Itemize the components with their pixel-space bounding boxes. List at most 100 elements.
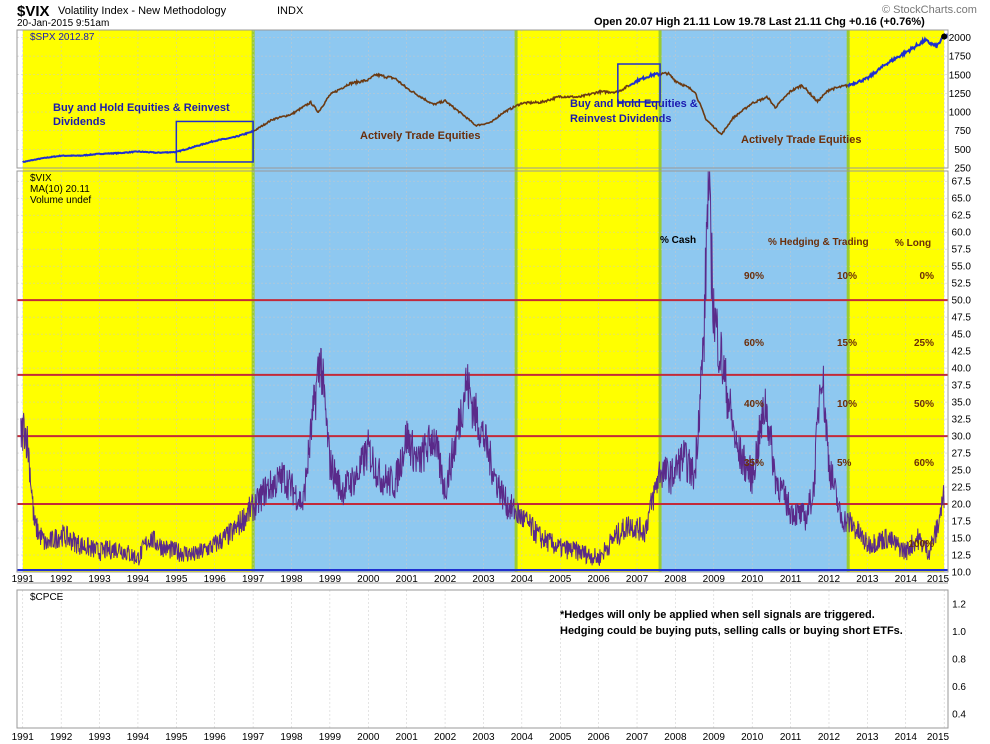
vix-x-tick-label: 2001	[396, 574, 419, 585]
cpce-x-tick-label: 1998	[280, 732, 303, 743]
vix-y-tick-label: 30.0	[952, 432, 972, 443]
alloc-long-value: 60%	[914, 458, 934, 469]
vix-y-tick-label: 35.0	[952, 398, 972, 409]
vix-y-tick-label: 15.0	[952, 534, 972, 545]
alloc-cash-value: 35%	[744, 458, 764, 469]
price-y-tick-label: 250	[954, 164, 971, 175]
vix-y-tick-label: 65.0	[952, 194, 972, 205]
vix-x-tick-label: 2002	[434, 574, 457, 585]
vix-x-tick-label: 1998	[280, 574, 303, 585]
spx-line-segment-4	[659, 71, 849, 136]
regime-label-4: Actively Trade Equities	[741, 134, 861, 146]
regime-label-3a: Buy and Hold Equities &	[570, 98, 698, 110]
cpce-x-tick-label: 2002	[434, 732, 457, 743]
cpce-y-tick-label: 0.4	[952, 710, 966, 721]
price-y-tick-label: 1250	[949, 89, 972, 100]
vix-x-tick-label: 2011	[780, 574, 802, 585]
vix-x-tick-label: 2007	[626, 574, 649, 585]
vix-x-tick-label: 1993	[88, 574, 111, 585]
vix-y-tick-label: 60.0	[952, 228, 972, 239]
annotations: Buy and Hold Equities & Reinvest Dividend…	[53, 98, 934, 637]
chart-datetime: 20-Jan-2015 9:51am	[17, 18, 110, 29]
price-panel-frame	[16, 29, 949, 169]
vix-y-tick-label: 50.0	[952, 296, 972, 307]
price-y-tick-label: 500	[954, 145, 971, 156]
vix-x-tick-label: 2006	[588, 574, 611, 585]
alloc-long-value: 25%	[914, 338, 934, 349]
regime-label-2: Actively Trade Equities	[360, 130, 480, 142]
regime-label-1a: Buy and Hold Equities & Reinvest	[53, 102, 230, 114]
vix-x-tick-label: 2009	[703, 574, 726, 585]
cpce-x-tick-label: 2015	[927, 732, 950, 743]
cpce-x-tick-label: 1991	[12, 732, 35, 743]
vix-x-tick-label: 1994	[127, 574, 150, 585]
vix-x-tick-label: 1991	[12, 574, 35, 585]
vix-x-tick-label: 1995	[165, 574, 188, 585]
hedge-note-1: *Hedges will only be applied when sell s…	[560, 609, 875, 621]
vix-x-tick-label: 1996	[204, 574, 227, 585]
vix-x-tick-label: 2013	[856, 574, 879, 585]
vix-y-tick-label: 67.5	[952, 177, 972, 188]
cpce-x-tick-label: 1999	[319, 732, 342, 743]
alloc-hedge-value: 15%	[837, 338, 857, 349]
alloc-hedge-value: 10%	[837, 399, 857, 410]
price-y-tick-label: 2000	[949, 33, 972, 44]
cpce-x-tick-label: 2012	[818, 732, 841, 743]
vix-x-tick-label: 2003	[472, 574, 495, 585]
cpce-x-tick-label: 2013	[856, 732, 879, 743]
vix-y-tick-label: 17.5	[952, 517, 972, 528]
vix-series	[20, 170, 945, 566]
regime-label-3b: Reinvest Dividends	[570, 113, 671, 125]
vix-x-tick-label: 2014	[895, 574, 918, 585]
price-y-tick-label: 1000	[949, 108, 972, 119]
vix-y-tick-label: 47.5	[952, 313, 972, 324]
panel-frames	[16, 29, 949, 729]
alloc-long-value: 50%	[914, 399, 934, 410]
alloc-cash-value: 40%	[744, 399, 764, 410]
cpce-x-tick-label: 1993	[88, 732, 111, 743]
vix-x-tick-label: 2015	[927, 574, 950, 585]
cpce-x-tick-label: 2009	[703, 732, 726, 743]
cpce-y-tick-label: 1.2	[952, 599, 966, 610]
alloc-header-hedge: % Hedging & Trading	[768, 237, 869, 248]
vix-x-tick-label: 1999	[319, 574, 342, 585]
chart-symbol: $VIX	[17, 3, 50, 20]
cpce-x-tick-label: 2008	[664, 732, 687, 743]
vix-x-tick-label: 2008	[664, 574, 687, 585]
vix-y-tick-label: 52.5	[952, 279, 972, 290]
cpce-x-tick-label: 2006	[588, 732, 611, 743]
regime-label-1b: Dividends	[53, 116, 106, 128]
spx-last-marker	[941, 33, 948, 40]
vix-y-tick-label: 27.5	[952, 449, 972, 460]
alloc-header-cash: % Cash	[660, 235, 696, 246]
spx-line-segment-3	[628, 71, 661, 87]
vix-x-tick-label: 1997	[242, 574, 265, 585]
chart-exchange: INDX	[277, 5, 304, 17]
cpce-x-tick-label: 2010	[741, 732, 764, 743]
ma-legend: MA(10) 20.11	[30, 184, 90, 195]
alloc-hedge-value: 10%	[837, 271, 857, 282]
cpce-x-tick-label: 1996	[204, 732, 227, 743]
vix-x-tick-label: 2012	[818, 574, 841, 585]
price-y-tick-label: 1750	[949, 52, 972, 63]
cpce-y-tick-label: 0.6	[952, 682, 966, 693]
cpce-y-tick-label: 1.0	[952, 627, 966, 638]
vix-y-tick-label: 42.5	[952, 347, 972, 358]
cpce-x-tick-label: 1997	[242, 732, 265, 743]
vix-y-tick-label: 10.0	[952, 568, 972, 579]
hedge-note-2: Hedging could be buying puts, selling ca…	[560, 625, 903, 637]
vix-y-tick-label: 55.0	[952, 262, 972, 273]
spx-line-segment-5	[847, 32, 949, 89]
vix-x-tick-label: 2004	[511, 574, 534, 585]
price-y-tick-label: 750	[954, 126, 971, 137]
vix-panel-frame	[16, 170, 949, 573]
threshold-lines	[17, 299, 948, 571]
alloc-cash-value: 90%	[744, 271, 764, 282]
vix-y-tick-label: 62.5	[952, 211, 972, 222]
cpce-legend: $CPCE	[30, 592, 64, 603]
spx-line-segment-1	[22, 130, 254, 164]
vix-x-tick-label: 2005	[549, 574, 572, 585]
cpce-y-tick-label: 0.8	[952, 655, 966, 666]
cpce-x-tick-label: 2007	[626, 732, 649, 743]
vix-y-tick-label: 32.5	[952, 415, 972, 426]
